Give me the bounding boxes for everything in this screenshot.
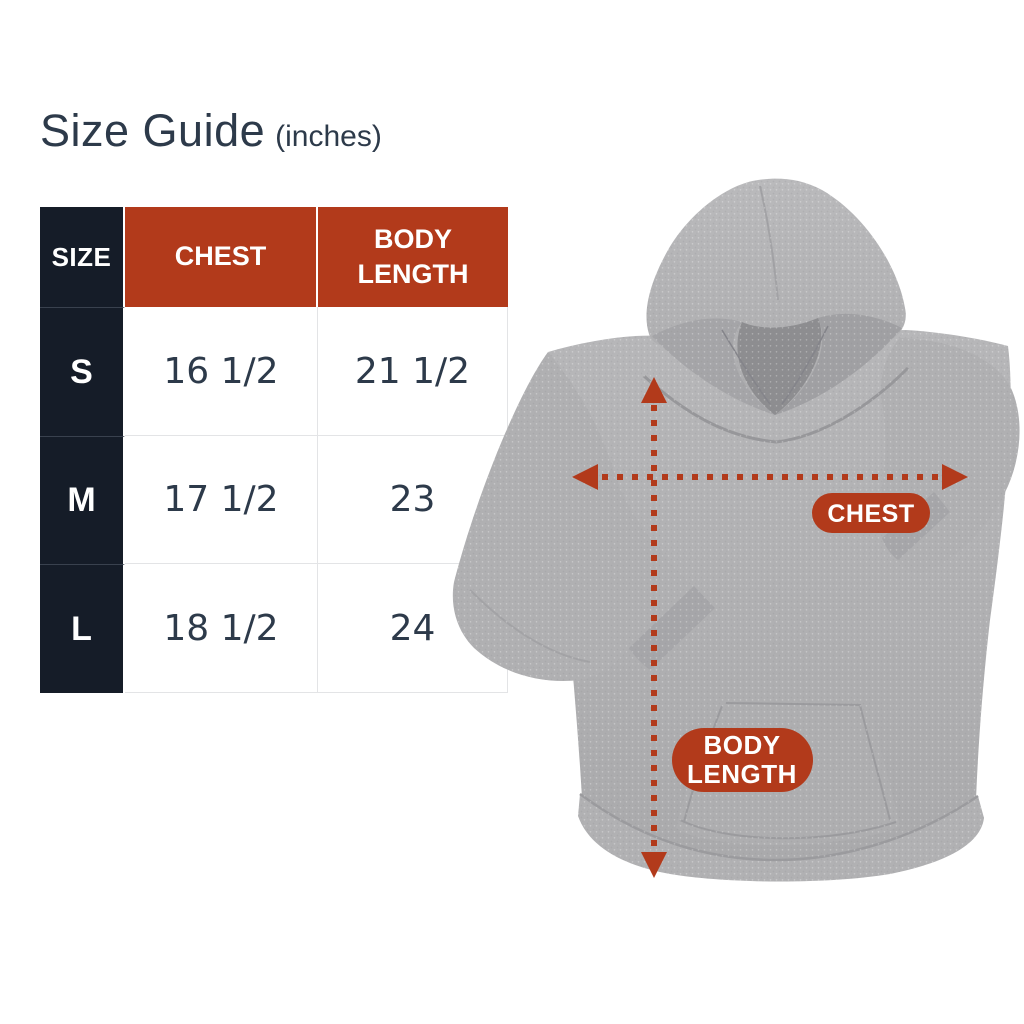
chest-arrow-left-head-icon xyxy=(572,464,598,490)
header-cell-body-length: BODY LENGTH xyxy=(318,207,508,307)
body-length-arrow-bottom-head-icon xyxy=(641,852,667,878)
page-title-text: Size Guide xyxy=(40,105,266,156)
chest-cell-s: 16 1/2 xyxy=(125,307,318,436)
body-length-label-line2: LENGTH xyxy=(687,759,797,789)
page-title: Size Guide (inches) xyxy=(40,108,382,153)
header-cell-size: SIZE xyxy=(40,207,125,307)
body-length-label-line1: BODY xyxy=(703,730,780,760)
chest-label-text: CHEST xyxy=(827,500,914,528)
body-length-arrow xyxy=(641,377,667,878)
body-length-cell-m: 23 xyxy=(318,436,508,564)
page-title-unit: (inches) xyxy=(275,120,382,153)
size-cell-s: S xyxy=(40,307,125,436)
hoodie-right-sleeve xyxy=(876,338,1020,573)
chest-arrow-right-head-icon xyxy=(942,464,968,490)
hoodie-right-cuff xyxy=(882,492,950,560)
body-length-label-pill: BODY LENGTH xyxy=(672,728,813,792)
chest-arrow xyxy=(572,464,968,490)
hoodie-body xyxy=(547,330,1011,862)
hoodie-illustration: CHEST BODY LENGTH xyxy=(452,178,1020,882)
chest-cell-m: 17 1/2 xyxy=(125,436,318,564)
hoodie-collar-seam xyxy=(642,366,910,444)
hoodie-hood xyxy=(646,178,906,415)
size-cell-m: M xyxy=(40,436,125,564)
hoodie-left-cuff xyxy=(629,586,715,670)
chest-cell-l: 18 1/2 xyxy=(125,564,318,693)
size-cell-l: L xyxy=(40,564,125,693)
body-length-cell-l: 24 xyxy=(318,564,508,693)
header-cell-chest: CHEST xyxy=(125,207,318,307)
body-length-cell-s: 21 1/2 xyxy=(318,307,508,436)
hoodie-garment xyxy=(452,178,1020,882)
hoodie-waistband xyxy=(578,794,984,882)
size-table: SIZE CHEST BODY LENGTH S 16 1/2 21 1/2 M… xyxy=(40,207,508,693)
chest-label-pill: CHEST xyxy=(812,493,930,533)
hoodie-pocket xyxy=(676,695,900,846)
body-length-arrow-top-head-icon xyxy=(641,377,667,403)
